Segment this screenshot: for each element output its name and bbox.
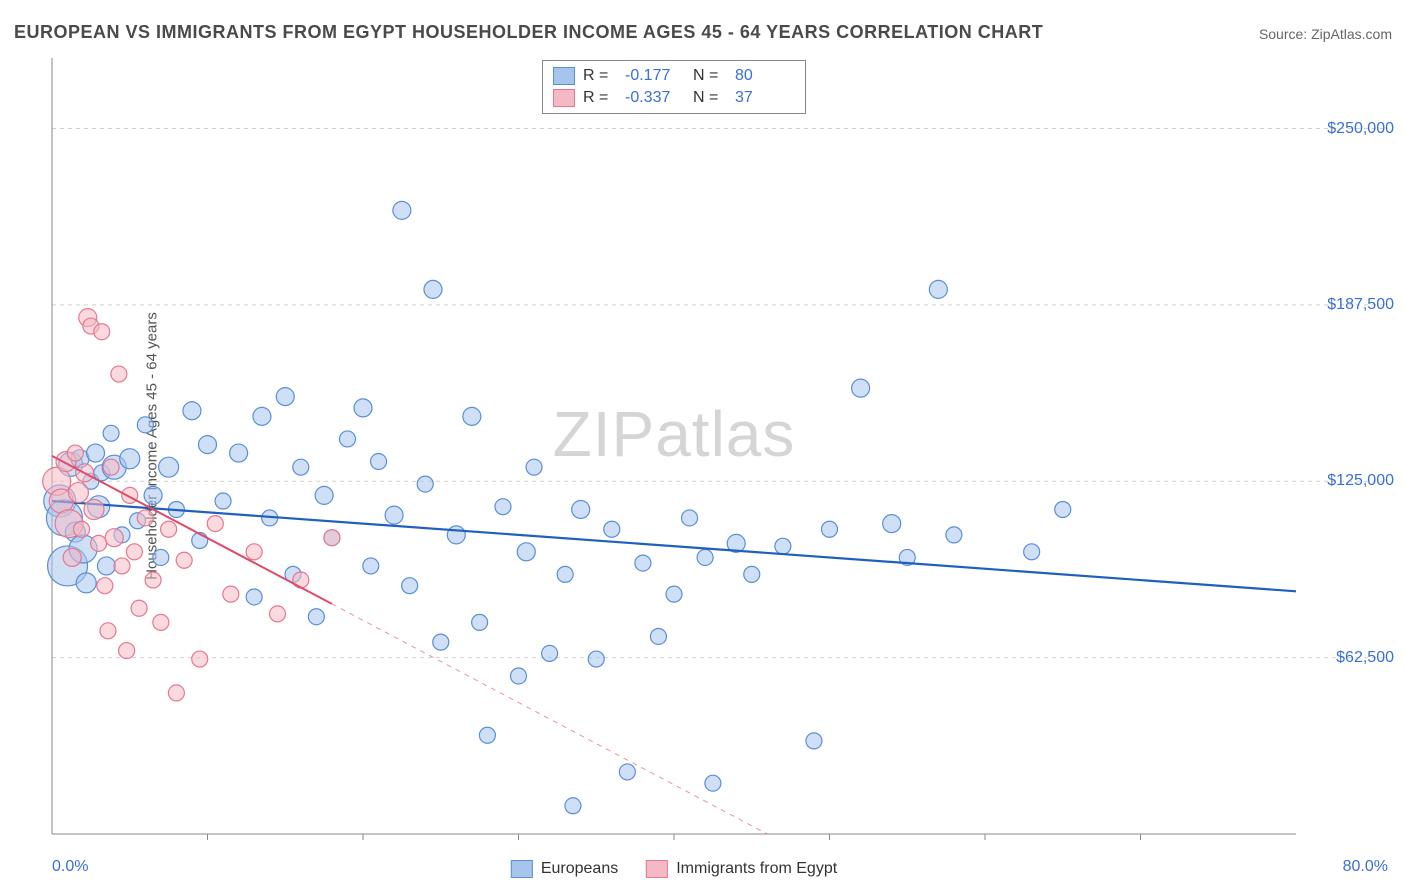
legend-n-value: 37: [735, 89, 795, 107]
legend-label: Europeans: [541, 860, 618, 878]
legend-r-value: -0.177: [625, 67, 685, 85]
legend-label: Immigrants from Egypt: [676, 860, 837, 878]
legend-swatch: [511, 860, 533, 878]
legend-item: Europeans: [511, 860, 618, 878]
y-tick-label: $125,000: [1327, 472, 1394, 490]
x-axis-max: 80.0%: [1343, 858, 1388, 876]
y-tick-label: $187,500: [1327, 296, 1394, 314]
legend-swatch: [646, 860, 668, 878]
y-tick-label: $250,000: [1327, 120, 1394, 138]
chart-title: EUROPEAN VS IMMIGRANTS FROM EGYPT HOUSEH…: [14, 22, 1043, 43]
legend-stat-row: R = -0.177 N = 80: [553, 65, 795, 87]
legend-r-value: -0.337: [625, 89, 685, 107]
legend-series: Europeans Immigrants from Egypt: [511, 860, 837, 878]
x-axis-min: 0.0%: [52, 858, 88, 876]
y-tick-label: $62,500: [1336, 649, 1394, 667]
source-label: Source: ZipAtlas.com: [1259, 26, 1392, 42]
legend-swatch: [553, 67, 575, 85]
legend-n-label: N =: [693, 67, 727, 85]
legend-n-value: 80: [735, 67, 795, 85]
plot-area: ZIPatlas R =-0.177N =80R =-0.337N =37 0.…: [52, 58, 1296, 834]
legend-n-label: N =: [693, 89, 727, 107]
chart-container: EUROPEAN VS IMMIGRANTS FROM EGYPT HOUSEH…: [0, 0, 1406, 892]
legend-stat-row: R = -0.337 N = 37: [553, 87, 795, 109]
plot-svg: [52, 58, 1296, 834]
legend-r-label: R =: [583, 67, 617, 85]
legend-swatch: [553, 89, 575, 107]
legend-r-label: R =: [583, 89, 617, 107]
legend-item: Immigrants from Egypt: [646, 860, 837, 878]
legend-stats: R = -0.177 N = 80 R = -0.337 N = 37: [542, 60, 806, 114]
